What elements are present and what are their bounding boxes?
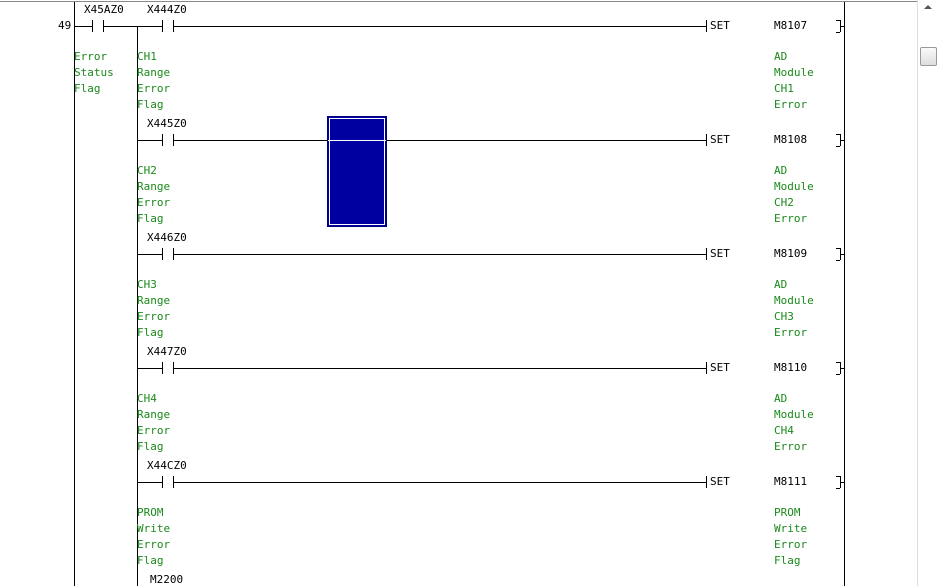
contact-comment: Range (137, 180, 171, 193)
coil-device: M8111 (774, 475, 808, 488)
contact-label[interactable]: X44CZ0 (147, 459, 187, 472)
branch-rail (137, 26, 138, 586)
rung-wire (137, 254, 706, 255)
coil-comment: PROM (774, 506, 801, 519)
first-contact-comment-3: Flag (74, 82, 101, 95)
contact-comment: CH1 (137, 50, 157, 63)
coil-comment: Flag (774, 554, 801, 567)
coil-device: M8109 (774, 247, 808, 260)
contact-label[interactable]: X446Z0 (147, 231, 187, 244)
contact-comment: Write (137, 522, 171, 535)
contact-comment: Flag (137, 98, 164, 111)
contact-comment: PROM (137, 506, 164, 519)
contact-comment: Range (137, 294, 171, 307)
contact-label[interactable]: X445Z0 (147, 117, 187, 130)
contact-comment: Flag (137, 554, 164, 567)
coil-device: M8107 (774, 19, 808, 32)
contact-label[interactable]: X447Z0 (147, 345, 187, 358)
coil-comment: CH4 (774, 424, 794, 437)
left-power-rail (74, 2, 75, 586)
coil-comment: Error (774, 212, 808, 225)
coil-comment: Error (774, 98, 808, 111)
coil-comment: AD (774, 278, 788, 291)
contact-comment: CH2 (137, 164, 157, 177)
contact-comment: Range (137, 408, 171, 421)
instruction-label: SET (710, 133, 730, 146)
contact-comment: Error (137, 196, 171, 209)
rung-wire (137, 368, 706, 369)
coil-comment: Module (774, 408, 814, 421)
contact-comment: Range (137, 66, 171, 79)
vertical-scrollbar[interactable] (917, 0, 938, 586)
instruction-label: SET (710, 19, 730, 32)
coil-comment: CH1 (774, 82, 794, 95)
first-contact-label[interactable]: X45AZ0 (84, 3, 124, 16)
coil-comment: Module (774, 180, 814, 193)
coil-device: M8108 (774, 133, 808, 146)
coil-device: M8110 (774, 361, 808, 374)
scroll-up-arrow-icon[interactable] (924, 5, 932, 9)
coil-comment: Module (774, 66, 814, 79)
contact-comment: Error (137, 424, 171, 437)
first-contact-comment-1: Error (74, 50, 108, 63)
coil-comment: AD (774, 50, 788, 63)
contact-comment: Error (137, 310, 171, 323)
contact-comment: CH4 (137, 392, 157, 405)
instruction-label: SET (710, 247, 730, 260)
contact-comment: Error (137, 82, 171, 95)
scrollbar-thumb[interactable] (920, 47, 937, 66)
first-contact-wire (74, 26, 137, 27)
step-number: 49 (58, 19, 72, 32)
contact-label[interactable]: X444Z0 (147, 3, 187, 16)
rung-wire (137, 140, 706, 141)
coil-comment: CH2 (774, 196, 794, 209)
coil-comment: Module (774, 294, 814, 307)
contact-comment: Flag (137, 326, 164, 339)
rung-wire (137, 26, 706, 27)
contact-comment: Flag (137, 440, 164, 453)
coil-comment: AD (774, 164, 788, 177)
instruction-label: SET (710, 361, 730, 374)
top-border (0, 1, 917, 2)
rung-wire (137, 482, 706, 483)
coil-comment: AD (774, 392, 788, 405)
right-power-rail (844, 2, 845, 586)
selection-cursor (327, 116, 387, 227)
next-contact-label[interactable]: M2200 (150, 573, 184, 586)
coil-comment: Write (774, 522, 808, 535)
first-contact-comment-2: Status (74, 66, 114, 79)
instruction-label: SET (710, 475, 730, 488)
coil-comment: CH3 (774, 310, 794, 323)
coil-comment: Error (774, 538, 808, 551)
coil-comment: Error (774, 326, 808, 339)
contact-comment: Error (137, 538, 171, 551)
cursor-wire (328, 140, 386, 141)
contact-comment: CH3 (137, 278, 157, 291)
coil-comment: Error (774, 440, 808, 453)
contact-comment: Flag (137, 212, 164, 225)
